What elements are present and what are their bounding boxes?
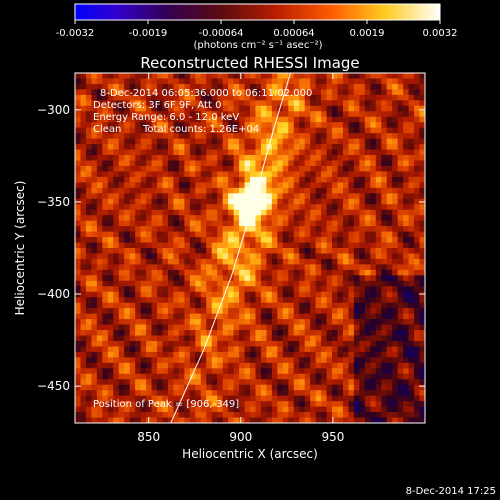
- colorbar-tick-label: -0.0032: [56, 28, 95, 39]
- annotation-detectors: Detectors: 3F 6F 9F, Att 0: [93, 100, 221, 111]
- colorbar-tick-label: 0.00064: [273, 28, 314, 39]
- x-tick-label: 950: [321, 430, 344, 444]
- colorbar-tick-label: -0.0019: [129, 28, 168, 39]
- y-axis-label: Heliocentric Y (arcsec): [13, 181, 27, 316]
- y-tick-label: −350: [37, 195, 70, 209]
- x-axis-ticks: 850 900 950: [137, 73, 344, 444]
- x-axis-label: Heliocentric X (arcsec): [182, 447, 318, 461]
- chart-title: Reconstructed RHESSI Image: [140, 54, 359, 72]
- annotation-total-counts: Total counts: 1.26E+04: [142, 124, 259, 135]
- solar-limb-line: [170, 73, 291, 423]
- annotation-time-range: 8-Dec-2014 06:05:36.000 to 06:11:02.000: [100, 88, 312, 99]
- y-tick-label: −300: [37, 103, 70, 117]
- plot-frame: [74, 72, 426, 424]
- colorbar-tick-label: 0.0032: [423, 28, 458, 39]
- colorbar-tick-label: -0.00064: [199, 28, 244, 39]
- x-tick-label: 850: [137, 430, 160, 444]
- peak-position-label: Position of Peak = [906,-349]: [93, 399, 239, 410]
- heatmap: [75, 73, 425, 423]
- footer-timestamp: 8-Dec-2014 17:25: [406, 486, 496, 497]
- y-tick-label: −400: [37, 287, 70, 301]
- y-tick-label: −450: [37, 379, 70, 393]
- colorbar-tick-label: 0.0019: [350, 28, 385, 39]
- colorbar-unit-label: (photons cm⁻² s⁻¹ asec⁻²): [193, 40, 322, 51]
- y-axis-ticks: −300 −350 −400 −450: [37, 103, 425, 393]
- annotation-clean: Clean: [93, 124, 121, 135]
- colorbar-ticks: -0.0032 -0.0019 -0.00064 0.00064 0.0019 0.003…: [56, 20, 458, 39]
- annotation-energy-range: Energy Range: 6.0 - 12.0 keV: [93, 112, 239, 123]
- colorbar: [74, 3, 441, 21]
- x-tick-label: 900: [229, 430, 252, 444]
